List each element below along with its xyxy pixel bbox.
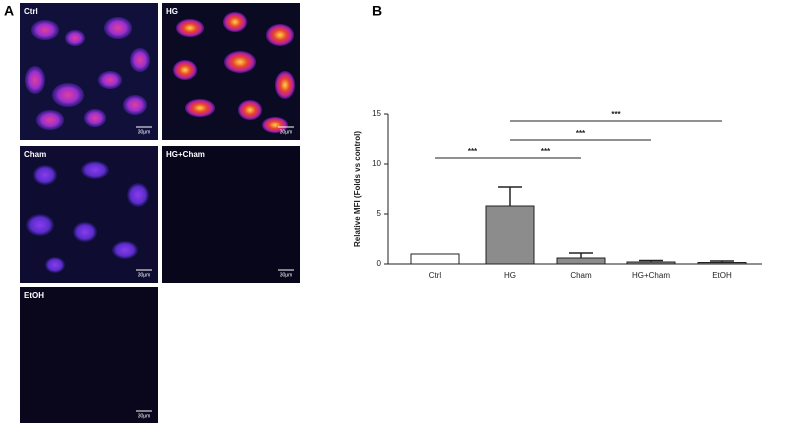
x-tick-label: HG — [504, 271, 516, 280]
image-label: Ctrl — [24, 7, 38, 16]
y-tick-label: 0 — [377, 259, 382, 268]
x-tick-label: Cham — [570, 271, 592, 280]
bar — [626, 261, 676, 265]
micrograph — [20, 3, 158, 140]
scale-label: 30μm — [138, 272, 151, 278]
micrograph — [20, 146, 158, 283]
bar — [485, 205, 535, 265]
image-label: Cham — [24, 150, 46, 159]
panel-label: B — [372, 3, 382, 19]
y-tick-label: 15 — [372, 109, 381, 118]
bar — [697, 262, 747, 265]
y-tick-label: 5 — [377, 209, 382, 218]
significance-label: *** — [468, 147, 478, 156]
scale-label: 30μm — [280, 272, 293, 278]
chart: 0 5 10 15 Ctrl HG Cham HG+Cham EtOH *** *** *** *** — [372, 109, 762, 280]
bar — [410, 253, 460, 265]
y-axis-label: Relative MFI (Folds vs control) — [353, 131, 362, 247]
micrograph — [162, 3, 300, 140]
bar — [556, 257, 606, 265]
x-tick-label: Ctrl — [429, 271, 442, 280]
image-label: HG — [166, 7, 178, 16]
image-label: HG+Cham — [166, 150, 205, 159]
scale-label: 30μm — [280, 129, 293, 135]
micrograph — [20, 287, 158, 423]
panel-label: A — [4, 3, 14, 19]
scale-label: 30μm — [138, 129, 151, 135]
micrograph — [162, 146, 300, 283]
significance-label: *** — [611, 110, 621, 119]
x-tick-label: HG+Cham — [632, 271, 670, 280]
significance-label: *** — [576, 129, 586, 138]
image-label: EtOH — [24, 291, 44, 300]
scale-label: 30μm — [138, 413, 151, 419]
image-labels: Ctrl 30μm HG 30μm Cham 30μm HG+Cham 30μm EtOH 30μ… — [24, 7, 294, 419]
significance-label: *** — [541, 147, 551, 156]
x-tick-label: EtOH — [712, 271, 732, 280]
y-tick-label: 10 — [372, 159, 381, 168]
